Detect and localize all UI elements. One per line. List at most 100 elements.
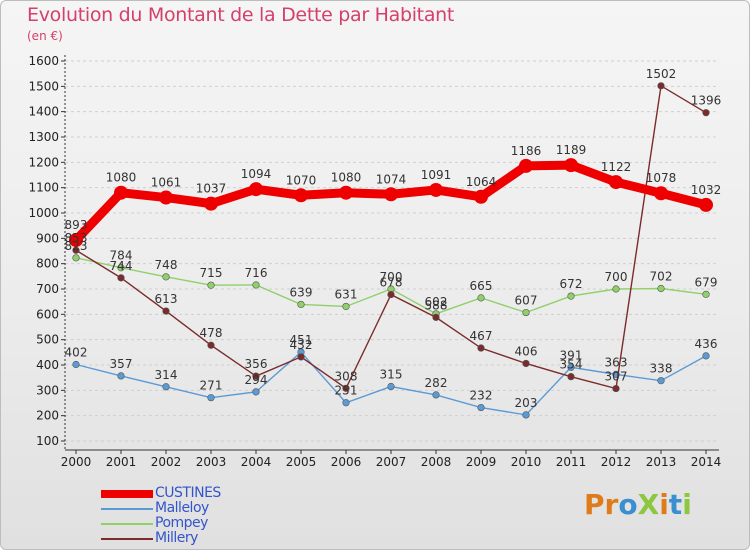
point-custines bbox=[564, 158, 578, 173]
y-tick-label: 1300 bbox=[28, 130, 59, 144]
data-label-malleloy: 436 bbox=[695, 337, 718, 351]
point-custines bbox=[384, 187, 398, 202]
y-tick-label: 800 bbox=[36, 257, 59, 271]
point-millery bbox=[162, 307, 170, 315]
data-label-custines: 1186 bbox=[511, 144, 542, 158]
point-pompey bbox=[72, 254, 80, 262]
x-tick-label: 2006 bbox=[331, 455, 362, 469]
data-label-malleloy: 232 bbox=[470, 389, 493, 403]
point-malleloy bbox=[432, 391, 440, 399]
point-malleloy bbox=[657, 377, 665, 385]
y-tick-label: 300 bbox=[36, 383, 59, 397]
data-label-custines: 1032 bbox=[691, 183, 722, 197]
data-label-millery: 432 bbox=[290, 338, 313, 352]
point-malleloy bbox=[207, 394, 215, 402]
x-tick-label: 2010 bbox=[511, 455, 542, 469]
x-tick-label: 2000 bbox=[61, 455, 92, 469]
point-millery bbox=[702, 109, 710, 117]
data-label-malleloy: 203 bbox=[515, 396, 538, 410]
point-pompey bbox=[657, 284, 665, 293]
data-label-millery: 613 bbox=[155, 292, 178, 306]
data-label-millery: 308 bbox=[335, 369, 358, 383]
legend-label: Millery bbox=[155, 530, 198, 546]
data-label-malleloy: 338 bbox=[650, 362, 673, 376]
data-label-pompey: 607 bbox=[515, 294, 538, 308]
data-label-pompey: 784 bbox=[110, 249, 133, 263]
point-millery bbox=[297, 353, 305, 361]
x-tick-label: 2009 bbox=[466, 455, 497, 469]
data-label-millery: 1502 bbox=[646, 67, 677, 81]
point-malleloy bbox=[522, 411, 530, 419]
point-malleloy bbox=[702, 352, 710, 360]
data-label-malleloy: 402 bbox=[65, 345, 88, 359]
point-pompey bbox=[162, 273, 170, 281]
point-millery bbox=[117, 274, 125, 282]
data-label-malleloy: 294 bbox=[245, 373, 268, 387]
data-label-millery: 478 bbox=[200, 326, 223, 340]
point-pompey bbox=[207, 281, 215, 289]
x-tick-label: 2002 bbox=[151, 455, 182, 469]
x-tick-label: 2014 bbox=[691, 455, 722, 469]
legend-label: Pompey bbox=[155, 515, 208, 531]
y-tick-label: 1600 bbox=[28, 54, 59, 68]
data-label-custines: 1078 bbox=[646, 171, 677, 185]
point-custines bbox=[654, 186, 668, 201]
point-pompey bbox=[567, 292, 575, 300]
point-custines bbox=[429, 182, 443, 197]
y-tick-label: 100 bbox=[36, 434, 59, 448]
data-label-millery: 678 bbox=[380, 276, 403, 290]
data-label-pompey: 672 bbox=[560, 277, 583, 291]
data-label-malleloy: 451 bbox=[290, 333, 313, 347]
data-label-pompey: 679 bbox=[695, 275, 718, 289]
point-millery bbox=[342, 384, 350, 392]
data-label-malleloy: 357 bbox=[110, 357, 133, 371]
point-malleloy bbox=[162, 383, 170, 391]
x-tick-label: 2011 bbox=[556, 455, 587, 469]
x-tick-label: 2005 bbox=[286, 455, 317, 469]
point-millery bbox=[567, 373, 575, 381]
chart-unit: (en €) bbox=[27, 29, 63, 43]
point-malleloy bbox=[252, 388, 260, 396]
series-line-millery bbox=[75, 84, 707, 390]
chart-title: Evolution du Montant de la Dette par Hab… bbox=[27, 4, 455, 26]
point-pompey bbox=[522, 308, 530, 317]
data-label-millery: 1396 bbox=[691, 94, 722, 108]
point-millery bbox=[657, 82, 665, 90]
point-custines bbox=[339, 185, 353, 200]
data-label-millery: 744 bbox=[110, 259, 133, 273]
point-custines bbox=[699, 197, 713, 212]
data-label-custines: 1070 bbox=[286, 173, 317, 187]
point-millery bbox=[207, 341, 215, 349]
data-label-malleloy: 391 bbox=[560, 348, 583, 362]
data-label-pompey: 748 bbox=[155, 258, 178, 272]
point-pompey bbox=[477, 294, 485, 302]
data-label-pompey: 639 bbox=[290, 285, 313, 299]
point-malleloy bbox=[387, 382, 395, 391]
y-tick-label: 1500 bbox=[28, 79, 59, 93]
point-pompey bbox=[297, 300, 305, 309]
brand-logo: ProXiti bbox=[584, 488, 692, 521]
data-label-pompey: 700 bbox=[380, 270, 403, 284]
legend-label: CUSTINES bbox=[155, 485, 221, 501]
y-tick-label: 400 bbox=[36, 358, 59, 372]
point-custines bbox=[474, 189, 488, 204]
point-pompey bbox=[252, 281, 260, 289]
point-malleloy bbox=[567, 363, 575, 371]
data-label-pompey: 631 bbox=[335, 287, 358, 301]
legend-swatch bbox=[101, 508, 153, 510]
data-label-custines: 1074 bbox=[376, 172, 407, 186]
data-label-millery: 588 bbox=[425, 298, 448, 312]
point-custines bbox=[204, 196, 218, 211]
data-label-millery: 307 bbox=[605, 370, 628, 384]
data-label-custines: 1037 bbox=[196, 182, 227, 196]
x-tick-label: 2007 bbox=[376, 455, 407, 469]
point-millery bbox=[432, 313, 440, 321]
y-tick-label: 900 bbox=[36, 231, 59, 245]
data-label-malleloy: 271 bbox=[200, 379, 223, 393]
legend-swatch bbox=[101, 523, 153, 525]
x-tick-label: 2008 bbox=[421, 455, 452, 469]
point-custines bbox=[114, 185, 128, 200]
y-tick-label: 700 bbox=[36, 282, 59, 296]
